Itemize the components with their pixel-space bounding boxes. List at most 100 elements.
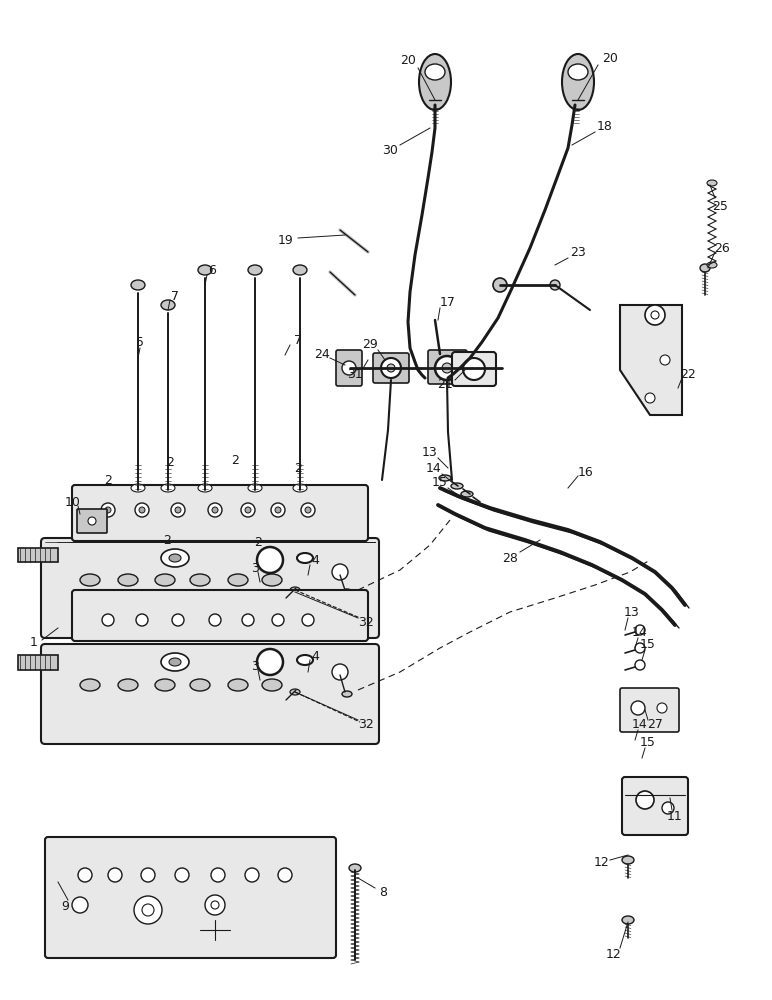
Text: 2: 2 (231, 454, 239, 466)
Circle shape (141, 868, 155, 882)
Circle shape (635, 625, 645, 635)
Ellipse shape (169, 554, 181, 562)
Ellipse shape (700, 264, 710, 272)
Text: 13: 13 (422, 446, 438, 458)
Ellipse shape (161, 549, 189, 567)
Text: 2: 2 (254, 536, 262, 550)
FancyBboxPatch shape (373, 353, 409, 383)
FancyBboxPatch shape (45, 837, 336, 958)
Ellipse shape (248, 265, 262, 275)
Circle shape (257, 547, 283, 573)
Text: 32: 32 (358, 615, 374, 629)
Ellipse shape (190, 574, 210, 586)
Ellipse shape (568, 64, 588, 80)
Circle shape (175, 868, 189, 882)
Polygon shape (620, 305, 682, 415)
Circle shape (172, 614, 184, 626)
Circle shape (101, 503, 115, 517)
FancyBboxPatch shape (77, 509, 107, 533)
Circle shape (645, 393, 655, 403)
Text: 30: 30 (382, 143, 398, 156)
Ellipse shape (198, 265, 212, 275)
Ellipse shape (439, 475, 451, 481)
Ellipse shape (562, 54, 594, 110)
FancyBboxPatch shape (620, 688, 679, 732)
Text: 4: 4 (311, 554, 319, 568)
Ellipse shape (622, 856, 634, 864)
Ellipse shape (290, 689, 300, 695)
Circle shape (275, 507, 281, 513)
Ellipse shape (419, 54, 451, 110)
Text: 15: 15 (640, 638, 656, 650)
Text: 11: 11 (667, 810, 683, 822)
Text: 1: 1 (30, 637, 38, 650)
Ellipse shape (293, 484, 307, 492)
Polygon shape (18, 655, 58, 670)
Text: 21: 21 (437, 378, 453, 391)
Text: 24: 24 (314, 348, 330, 360)
Circle shape (302, 614, 314, 626)
Text: 3: 3 (251, 660, 259, 672)
Text: 10: 10 (65, 495, 81, 508)
Ellipse shape (293, 265, 307, 275)
Ellipse shape (248, 484, 262, 492)
Text: 14: 14 (632, 626, 648, 639)
Ellipse shape (161, 653, 189, 671)
Ellipse shape (228, 679, 248, 691)
Ellipse shape (131, 484, 145, 492)
Ellipse shape (342, 691, 352, 697)
Text: 7: 7 (294, 334, 302, 348)
Circle shape (271, 503, 285, 517)
Ellipse shape (332, 664, 348, 680)
Circle shape (205, 895, 225, 915)
Text: 9: 9 (61, 900, 69, 912)
Circle shape (272, 614, 284, 626)
Text: 18: 18 (597, 120, 613, 133)
Ellipse shape (297, 553, 313, 563)
Text: 15: 15 (640, 736, 656, 748)
Text: 7: 7 (171, 290, 179, 302)
Text: 12: 12 (606, 948, 622, 962)
Circle shape (108, 868, 122, 882)
Polygon shape (18, 548, 58, 562)
Text: 19: 19 (278, 233, 294, 246)
Circle shape (78, 868, 92, 882)
Ellipse shape (80, 679, 100, 691)
Ellipse shape (161, 300, 175, 310)
Text: 2: 2 (294, 462, 302, 475)
Circle shape (136, 614, 148, 626)
Ellipse shape (169, 658, 181, 666)
Text: 5: 5 (136, 336, 144, 349)
Circle shape (135, 503, 149, 517)
FancyBboxPatch shape (452, 352, 496, 386)
Ellipse shape (707, 262, 717, 268)
Circle shape (208, 503, 222, 517)
Circle shape (635, 660, 645, 670)
Circle shape (257, 649, 283, 675)
Ellipse shape (262, 574, 282, 586)
Circle shape (381, 358, 401, 378)
Text: 27: 27 (647, 718, 663, 730)
Circle shape (245, 868, 259, 882)
Ellipse shape (118, 679, 138, 691)
Ellipse shape (161, 484, 175, 492)
Circle shape (493, 278, 507, 292)
Circle shape (139, 507, 145, 513)
FancyBboxPatch shape (622, 777, 688, 835)
Circle shape (171, 503, 185, 517)
Circle shape (662, 802, 674, 814)
Circle shape (442, 363, 452, 373)
Circle shape (134, 896, 162, 924)
Ellipse shape (228, 574, 248, 586)
Circle shape (387, 364, 395, 372)
Text: 8: 8 (379, 886, 387, 898)
Circle shape (463, 358, 485, 380)
Text: 13: 13 (624, 605, 640, 618)
Circle shape (102, 614, 114, 626)
Text: 31: 31 (347, 368, 363, 381)
Ellipse shape (155, 574, 175, 586)
Circle shape (636, 791, 654, 809)
Circle shape (435, 356, 459, 380)
Circle shape (175, 507, 181, 513)
Circle shape (660, 355, 670, 365)
